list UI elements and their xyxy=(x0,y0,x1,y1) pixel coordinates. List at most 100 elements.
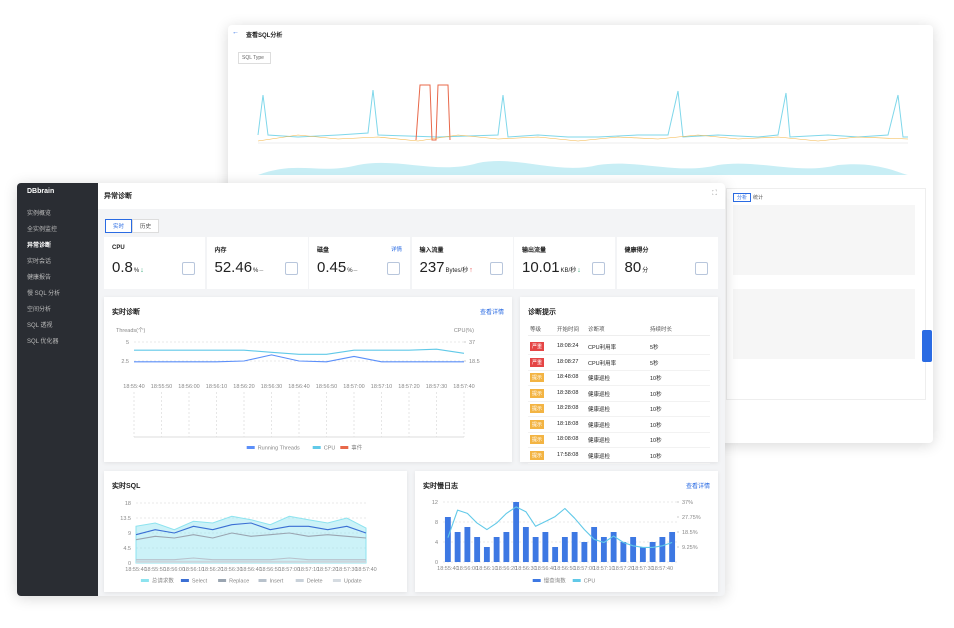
tab[interactable]: 实时 xyxy=(105,219,133,233)
menu-item[interactable]: 慢 SQL 分析 xyxy=(27,291,61,297)
menu-item[interactable]: SQL 透视 xyxy=(27,323,53,329)
menu-item[interactable]: 实例概览 xyxy=(27,211,52,217)
metric-card: 输出流量 10.01KB/秒↓ xyxy=(514,237,615,289)
x-tick-label: 18:55:40 xyxy=(437,566,458,572)
menu-item[interactable]: 实时会话 xyxy=(27,259,52,265)
level-badge: 严重 xyxy=(530,342,545,351)
y2-tick-label: 27.75% xyxy=(682,515,701,521)
legend-swatch xyxy=(140,579,149,582)
y-tick-label: 18 xyxy=(125,501,131,507)
metric-unit: % xyxy=(347,268,353,274)
table-header: 诊断项 xyxy=(588,327,605,333)
y2-tick-label: 37 xyxy=(469,340,475,346)
level-badge: 提示 xyxy=(530,450,545,460)
y-tick-label: 0 xyxy=(128,561,131,567)
tab[interactable]: 统计 xyxy=(753,195,764,201)
x-tick-label: 18:56:10 xyxy=(206,384,227,390)
y2-tick-label: 18.5 xyxy=(469,359,480,365)
x-tick-label: 18:57:00 xyxy=(279,567,300,573)
row-rule xyxy=(528,431,710,433)
y2-tick-label: 9.25% xyxy=(682,545,698,551)
metric-value-row: 52.46%– xyxy=(215,259,264,277)
y-tick-label: 4.5 xyxy=(123,546,131,552)
chart: 0 4 8 12 9.25% 18.5% 27.75% 37% 18:55:4018:56:00… xyxy=(432,500,701,585)
back-arrow[interactable]: ← xyxy=(232,29,239,36)
legend-swatch xyxy=(295,579,304,582)
metric-icon xyxy=(387,262,400,275)
tab[interactable]: 历史 xyxy=(132,219,160,233)
item: 健康巡检 xyxy=(588,376,611,382)
y2-axis-label: CPU(%) xyxy=(454,328,474,334)
item: 健康巡检 xyxy=(588,407,611,413)
x-tick-label: 18:57:20 xyxy=(317,567,338,573)
row-rule xyxy=(528,354,710,355)
tips-panel: 诊断提示 等级 开始时间 诊断项 持续时长 严重 18:08:24 CPU利用率 5秒 严重 18… xyxy=(520,297,718,464)
sql-type-dropdown[interactable]: SQL Type xyxy=(238,52,271,64)
x-tick-label: 18:57:40 xyxy=(453,384,474,390)
x-tick-label: 18:56:30 xyxy=(261,384,282,390)
x-tick-label: 18:56:20 xyxy=(496,566,517,572)
metric-label: CPU xyxy=(112,245,125,251)
duration: 10秒 xyxy=(650,407,662,413)
x-tick-label: 18:57:10 xyxy=(298,567,319,573)
x-tick-label: 18:56:40 xyxy=(535,566,556,572)
duration: 10秒 xyxy=(650,391,662,398)
panel-link[interactable]: 查看详情 xyxy=(479,310,504,316)
bar xyxy=(591,527,598,562)
x-tick-label: 18:56:40 xyxy=(288,384,309,390)
x-tick-label: 18:56:10 xyxy=(476,566,497,572)
metric-trend: – xyxy=(353,267,358,274)
metric-label: 磁盘 xyxy=(317,248,330,254)
legend-label: Update xyxy=(344,579,362,585)
bar xyxy=(532,537,539,562)
metric-unit: Bytes/秒 xyxy=(445,268,469,274)
metric-label: 内存 xyxy=(214,248,227,254)
menu-item[interactable]: SQL 优化器 xyxy=(27,339,59,345)
menu-item[interactable]: 全实例监控 xyxy=(27,227,58,233)
start-time: 18:48:08 xyxy=(557,374,579,380)
menu-item[interactable]: 空间分析 xyxy=(27,307,52,313)
row-rule xyxy=(528,400,710,402)
metric-icon xyxy=(592,262,605,275)
row-rule xyxy=(528,416,710,417)
legend-swatch xyxy=(180,579,189,582)
bar xyxy=(454,532,461,562)
metric-card: 健康得分 80分 xyxy=(616,237,718,289)
y-tick-label: 8 xyxy=(435,520,438,526)
level-badge: 严重 xyxy=(530,357,545,367)
fullscreen[interactable]: ⛶ xyxy=(712,190,717,197)
start-time: 18:08:08 xyxy=(557,436,579,442)
x-tick-label: 18:57:40 xyxy=(355,567,376,573)
legend-label: Replace xyxy=(229,579,249,585)
metric-card: 内存 52.46%– xyxy=(206,237,308,289)
legend-swatch xyxy=(312,446,321,449)
background-area xyxy=(258,161,908,175)
panel-link[interactable]: 查看详情 xyxy=(685,484,710,490)
x-tick-label: 18:56:00 xyxy=(164,567,185,573)
menu-item[interactable]: 健康报告 xyxy=(27,275,52,281)
legend-swatch xyxy=(532,579,541,582)
x-tick-label: 18:57:00 xyxy=(343,384,364,390)
x-tick-label: 18:56:20 xyxy=(233,384,254,390)
metric-link[interactable]: 详情 xyxy=(390,247,402,253)
header: 异常诊断 ⛶ xyxy=(98,183,725,209)
legend-label: Select xyxy=(192,579,208,585)
duration: 5秒 xyxy=(650,345,659,351)
menu-item[interactable]: 异常诊断 xyxy=(27,243,52,249)
page-title: 异常诊断 xyxy=(104,193,132,200)
x-tick-label: 18:56:50 xyxy=(316,384,337,390)
background-line xyxy=(257,89,908,138)
tab[interactable]: 分析 xyxy=(733,193,752,202)
duration: 10秒 xyxy=(650,376,662,382)
metric-value-row: 0.45%– xyxy=(317,259,357,277)
panel-title: 诊断提示 xyxy=(528,309,556,316)
table-header: 持续时长 xyxy=(650,327,673,333)
level-badge: 提示 xyxy=(530,419,545,429)
legend-label: 慢查询数 xyxy=(544,577,567,585)
legend-swatch xyxy=(332,579,341,582)
sidebar: DBbrain 实例概览 全实例监控 异常诊断 实时会话 健康报告慢 SQL 分析 空间分… xyxy=(17,183,98,596)
start-time: 18:38:08 xyxy=(557,389,579,396)
side-buttons[interactable] xyxy=(922,330,932,362)
metric-trend: ↓ xyxy=(577,267,581,274)
metric-icon xyxy=(489,262,503,275)
